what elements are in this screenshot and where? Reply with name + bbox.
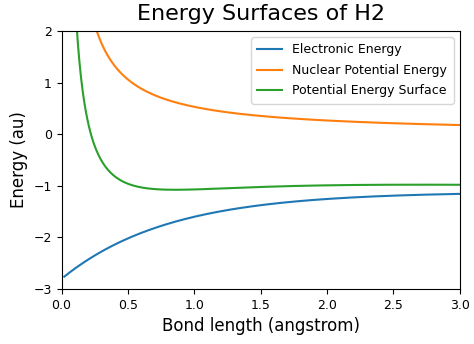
Potential Energy Surface bbox=[298, 184, 303, 188]
Potential Energy Surface bbox=[173, 188, 178, 192]
Title: Energy Surfaces of H2: Energy Surfaces of H2 bbox=[137, 4, 385, 24]
Electronic Energy bbox=[457, 192, 463, 196]
Electronic Energy bbox=[249, 204, 255, 208]
Nuclear Potential Energy bbox=[447, 123, 453, 127]
Electronic Energy bbox=[297, 199, 302, 203]
Line: Nuclear Potential Energy: Nuclear Potential Energy bbox=[64, 0, 460, 125]
Legend: Electronic Energy, Nuclear Potential Energy, Potential Energy Surface: Electronic Energy, Nuclear Potential Ene… bbox=[251, 37, 454, 104]
X-axis label: Bond length (angstrom): Bond length (angstrom) bbox=[162, 317, 360, 335]
Y-axis label: Energy (au): Energy (au) bbox=[10, 111, 28, 208]
Electronic Energy bbox=[275, 201, 281, 205]
Electronic Energy bbox=[62, 275, 67, 279]
Potential Energy Surface bbox=[250, 185, 256, 189]
Nuclear Potential Energy bbox=[386, 121, 392, 125]
Line: Potential Energy Surface: Potential Energy Surface bbox=[64, 0, 460, 190]
Potential Energy Surface bbox=[253, 185, 258, 189]
Electronic Energy bbox=[252, 204, 257, 208]
Nuclear Potential Energy bbox=[275, 115, 281, 119]
Nuclear Potential Energy bbox=[252, 113, 257, 117]
Nuclear Potential Energy bbox=[249, 113, 255, 117]
Electronic Energy bbox=[447, 192, 453, 196]
Line: Electronic Energy: Electronic Energy bbox=[64, 194, 460, 277]
Electronic Energy bbox=[386, 194, 392, 198]
Potential Energy Surface bbox=[448, 183, 454, 187]
Potential Energy Surface bbox=[276, 184, 282, 189]
Nuclear Potential Energy bbox=[297, 117, 302, 121]
Potential Energy Surface bbox=[386, 183, 392, 187]
Potential Energy Surface bbox=[457, 183, 463, 187]
Nuclear Potential Energy bbox=[457, 123, 463, 127]
